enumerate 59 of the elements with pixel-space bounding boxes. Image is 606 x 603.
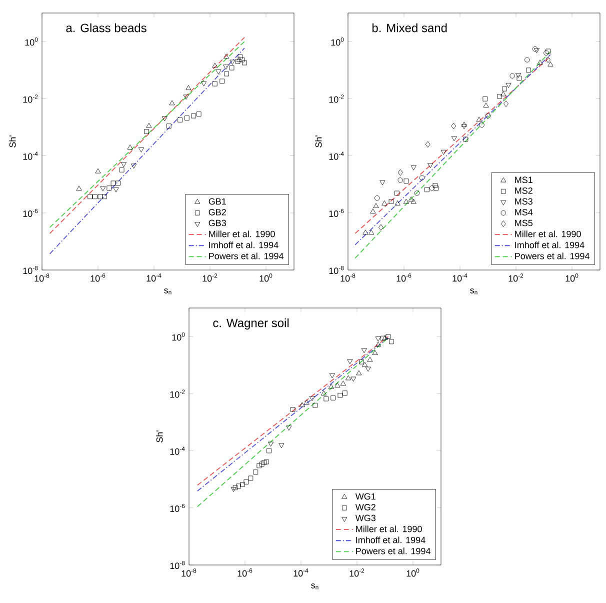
legend-label: MS3: [515, 198, 532, 205]
x-tick-label: 10$^{-2}$: [202, 274, 218, 282]
legend-label: MS5: [515, 220, 532, 226]
text: b. Mixed sand: [372, 23, 447, 32]
y-tick-label: 10$^{-8}$: [329, 266, 344, 274]
legend-label: Imhoff et al. 1994: [515, 242, 584, 248]
legend-label: Powers et al. 1994: [356, 548, 430, 554]
x-tick-label: 10$^{-4}$: [294, 568, 308, 577]
text: a. Glass beads: [66, 23, 146, 32]
legend-label: GB1: [208, 198, 226, 205]
y-tick-label: 10$^{-6}$: [329, 208, 344, 217]
legend-label: Miller et al. 1990: [515, 230, 581, 238]
x-axis-title: s$_{n}$: [311, 583, 318, 590]
legend-label: MS2: [515, 187, 532, 194]
y-tick-label: 10$^{-2}$: [23, 94, 38, 103]
legend-label: GB3: [208, 220, 226, 226]
text: c. Wagner soil: [213, 318, 289, 330]
y-tick-label: 10$^{-4}$: [170, 446, 185, 455]
legend-label: Powers et al. 1994: [515, 252, 590, 260]
y-tick-label: 10$^{-6}$: [170, 504, 185, 512]
y-tick-label: 10$^{-2}$: [329, 94, 344, 103]
x-tick-label: 10$^{0}$: [566, 274, 578, 282]
y-tick-label: 10$^{-4}$: [23, 152, 38, 160]
y-tick-label: 10$^{0}$: [331, 38, 344, 46]
x-tick-label: 10$^{-6}$: [90, 274, 106, 282]
y-tick-label: 10$^{-2}$: [170, 390, 185, 398]
x-tick-label: 10$^{-8}$: [340, 274, 356, 282]
legend-label: WG2: [355, 504, 376, 510]
legend-label: WG1: [355, 493, 376, 500]
x-tick-label: 10$^{0}$: [406, 568, 420, 577]
legend-label: Imhoff et al. 1994: [356, 536, 426, 544]
legend-label: Imhoff et al. 1994: [209, 242, 278, 248]
legend-label: MS1: [515, 176, 532, 184]
y-tick-label: 10$^{0}$: [25, 38, 38, 46]
y-tick-label: 10$^{0}$: [172, 332, 185, 341]
x-axis-title: s$_{n}$: [470, 288, 478, 294]
legend-label: Powers et al. 1994: [209, 252, 284, 260]
y-tick-label: 10$^{-8}$: [170, 560, 185, 570]
y-axis-title: Sh': [156, 430, 163, 442]
x-tick-label: 10$^{-8}$: [34, 274, 50, 282]
x-tick-label: 10$^{-6}$: [238, 568, 252, 577]
x-axis-title: s$_{n}$: [164, 288, 172, 294]
x-tick-label: 10$^{-4}$: [452, 274, 468, 282]
legend-label: MS4: [515, 209, 533, 216]
legend-label: WG3: [355, 514, 376, 522]
legend-label: Miller et al. 1990: [356, 526, 422, 532]
x-tick-label: 10$^{-8}$: [182, 568, 196, 577]
x-tick-label: 10$^{-6}$: [396, 274, 412, 282]
x-tick-label: 10$^{0}$: [260, 274, 272, 282]
y-axis-title: Sh': [9, 136, 16, 148]
y-tick-label: 10$^{-6}$: [23, 208, 38, 217]
legend-label: GB2: [208, 209, 226, 216]
x-tick-label: 10$^{-4}$: [146, 274, 162, 282]
y-tick-label: 10$^{-4}$: [329, 152, 344, 160]
y-axis-title: Sh': [315, 136, 322, 148]
legend-label: Miller et al. 1990: [209, 230, 275, 238]
y-tick-label: 10$^{-8}$: [23, 266, 38, 274]
x-tick-label: 10$^{-2}$: [350, 568, 364, 577]
x-tick-label: 10$^{-2}$: [508, 274, 524, 282]
